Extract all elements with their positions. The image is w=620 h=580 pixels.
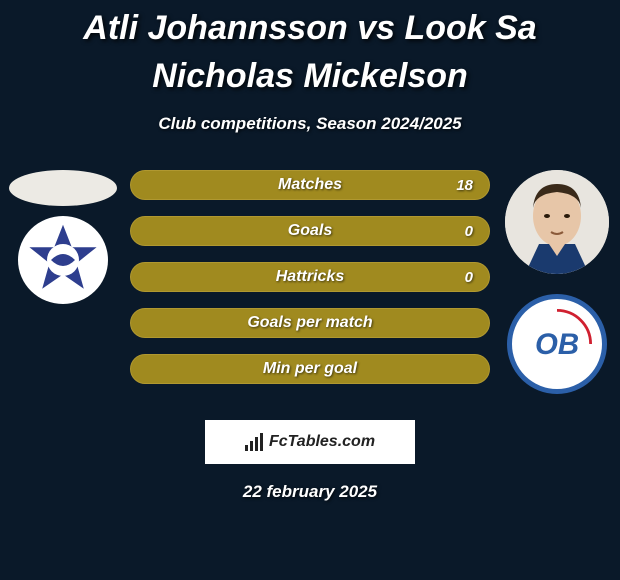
ob-badge-icon: OB — [522, 309, 592, 379]
footer-brand-badge: FcTables.com — [205, 420, 415, 464]
stat-label: Min per goal — [263, 360, 357, 378]
player-face-icon — [505, 170, 609, 274]
svg-text:OB: OB — [535, 328, 579, 361]
bars-icon — [245, 433, 263, 451]
stat-bar-goals-per-match: Goals per match — [130, 308, 490, 338]
player-right-photo — [505, 170, 609, 274]
star-badge-icon — [23, 220, 103, 300]
stat-bar-min-per-goal: Min per goal — [130, 354, 490, 384]
stat-value-right: 0 — [465, 223, 473, 240]
player-left-column — [8, 170, 118, 304]
stat-bar-goals: Goals 0 — [130, 216, 490, 246]
stat-label: Goals — [288, 222, 332, 240]
stat-label: Hattricks — [276, 268, 344, 286]
stat-value-right: 0 — [465, 269, 473, 286]
club-left-logo — [18, 216, 108, 304]
stat-value-right: 18 — [456, 177, 473, 194]
stat-label: Goals per match — [247, 314, 372, 332]
club-right-logo: OB — [507, 294, 607, 394]
player-left-photo — [9, 170, 117, 206]
page-title: Atli Johannsson vs Look Sa Nicholas Mick… — [0, 0, 620, 100]
stat-bar-matches: Matches 18 — [130, 170, 490, 200]
subtitle: Club competitions, Season 2024/2025 — [0, 114, 620, 134]
player-right-column: OB — [502, 170, 612, 394]
date-text: 22 february 2025 — [0, 482, 620, 502]
stat-bar-hattricks: Hattricks 0 — [130, 262, 490, 292]
comparison-section: Matches 18 Goals 0 Hattricks 0 Goals per… — [0, 170, 620, 410]
stat-label: Matches — [278, 176, 342, 194]
stat-bars: Matches 18 Goals 0 Hattricks 0 Goals per… — [130, 170, 490, 400]
footer-brand-text: FcTables.com — [269, 433, 375, 451]
